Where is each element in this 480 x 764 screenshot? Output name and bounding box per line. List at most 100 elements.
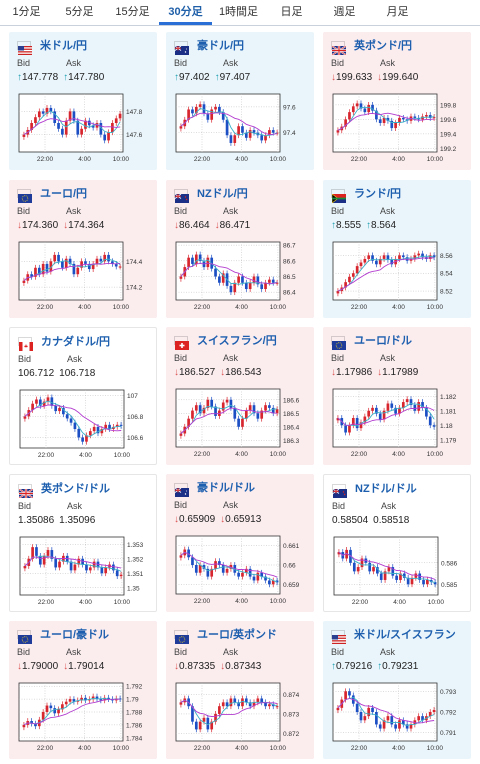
rate-card[interactable]: 豪ドル/ドル Bid Ask ↓0.65909 ↓0.65913 0.661 0.66 0.6…	[166, 474, 314, 612]
tab-timeframe[interactable]: 1分足	[12, 6, 41, 18]
card-title[interactable]: ユーロ/英ポンド	[174, 627, 278, 644]
rate-card[interactable]: ユーロ/円 Bid Ask ↓174.360 ↓174.364 174.4 174.2 22:…	[9, 180, 157, 318]
mini-chart[interactable]: 1.182 1.181 1.18 1.179 22:00 4:00 10:00	[331, 385, 465, 461]
currency-pair-name[interactable]: 米ドル/円	[40, 40, 88, 52]
chart-svg: 174.4 174.2 22:00 4:00 10:00	[18, 241, 143, 311]
candle-body	[390, 716, 394, 725]
candle-body	[268, 704, 271, 707]
mini-chart[interactable]: 174.4 174.2 22:00 4:00 10:00	[17, 238, 151, 314]
tab-timeframe[interactable]: 週足	[333, 6, 356, 18]
mini-chart[interactable]: 0.793 0.792 0.791 22:00 4:00 10:00	[331, 679, 465, 755]
currency-pair-name[interactable]: 英ポンド/円	[354, 40, 413, 52]
rate-card[interactable]: スイスフラン/円 Bid Ask ↓186.527 ↓186.543 186.6 186.5…	[166, 327, 314, 465]
mini-chart[interactable]: 0.661 0.66 0.659 22:00 4:00 10:00	[174, 532, 308, 608]
mini-chart[interactable]: 86.7 86.6 86.5 86.4 22:00 4:00 10:00	[174, 238, 308, 314]
card-title[interactable]: NZドル/円	[174, 186, 248, 203]
flag-icon	[174, 629, 189, 644]
tab-timeframe[interactable]: 1時間足	[218, 6, 259, 18]
rate-card[interactable]: 米ドル/スイスフラン Bid Ask ↑0.79216 ↑0.79231 0.793 0.7…	[323, 621, 471, 759]
card-title[interactable]: ランド/円	[331, 186, 402, 204]
currency-pair-name[interactable]: ランド/円	[354, 188, 402, 200]
tab-timeframe[interactable]: 月足	[386, 6, 409, 18]
mini-chart[interactable]: 0.586 0.585 22:00 4:00 10:00	[332, 533, 466, 609]
candle-body	[191, 557, 194, 565]
candle-body	[179, 555, 183, 558]
currency-pair-name[interactable]: ユーロ/ドル	[354, 335, 413, 347]
currency-pair-name[interactable]: NZドル/円	[197, 188, 248, 200]
mini-chart[interactable]: 199.8 199.6 199.4 199.2 22:00 4:00 10:00	[331, 90, 465, 166]
tab-timeframe[interactable]: 日足	[280, 6, 303, 18]
candle-body	[214, 406, 217, 416]
x-tick-label: 22:00	[351, 451, 368, 458]
currency-pair-name[interactable]: 豪ドル/円	[197, 40, 245, 52]
rate-card[interactable]: ランド/円 Bid Ask ↑8.555 ↑8.564 8.56 8.54 8.52 22:00…	[323, 180, 471, 318]
candle-body	[241, 418, 244, 427]
ma-fast-line	[338, 551, 436, 584]
currency-pair-name[interactable]: 豪ドル/ドル	[197, 482, 256, 494]
card-title[interactable]: 米ドル/スイスフラン	[331, 627, 456, 644]
candle-body	[45, 107, 49, 114]
tab-timeframe[interactable]: 5分足	[65, 6, 94, 18]
currency-pair-name[interactable]: 米ドル/スイスフラン	[354, 629, 456, 641]
candle-body	[73, 564, 77, 571]
candle-body	[45, 705, 49, 712]
mini-chart[interactable]: 8.56 8.54 8.52 22:00 4:00 10:00	[331, 238, 465, 314]
card-title[interactable]: 英ポンド/円	[331, 38, 413, 56]
candle-body	[214, 561, 217, 569]
candle-body	[112, 564, 115, 571]
candle-body	[367, 410, 371, 417]
currency-pair-name[interactable]: カナダドル/円	[41, 336, 111, 348]
rate-card[interactable]: 英ポンド/円 Bid Ask ↓199.633 ↓199.640 199.8 199.6 19…	[323, 32, 471, 170]
ma-slow-line	[23, 118, 121, 135]
candle-body	[348, 425, 351, 433]
mini-chart[interactable]: 97.6 97.4 22:00 4:00 10:00	[174, 90, 308, 166]
y-tick-label: 106.8	[127, 414, 144, 421]
card-title[interactable]: ユーロ/豪ドル	[17, 627, 110, 644]
mini-chart[interactable]: 147.8 147.6 22:00 4:00 10:00	[17, 90, 151, 166]
currency-pair-name[interactable]: ユーロ/円	[40, 188, 88, 200]
candle-body	[348, 112, 351, 120]
rate-card[interactable]: 米ドル/円 Bid Ask ↑147.778 ↑147.780 147.8 147.6 22:…	[9, 32, 157, 170]
candle-body	[22, 280, 26, 283]
tab-timeframe[interactable]: 15分足	[115, 6, 150, 18]
rate-card[interactable]: 英ポンド/ドル Bid Ask 1.35086 1.35096 1.353 1.352 1.3…	[9, 474, 157, 612]
currency-pair-name[interactable]: ユーロ/豪ドル	[40, 629, 110, 641]
rate-card[interactable]: NZドル/円 Bid Ask ↓86.464 ↓86.471 86.7 86.6 86.5 86…	[166, 180, 314, 318]
rate-card[interactable]: ユーロ/ドル Bid Ask ↓1.17986 ↓1.17989 1.182 1.181 1.…	[323, 327, 471, 465]
tab-timeframe[interactable]: 30分足	[159, 0, 212, 25]
card-title[interactable]: 英ポンド/ドル	[18, 481, 111, 499]
mini-chart[interactable]: 186.6 186.5 186.4 186.3 22:00 4:00 10:00	[174, 385, 308, 461]
card-title[interactable]: NZドル/ドル	[332, 481, 417, 498]
mini-chart[interactable]: 107 106.8 106.6 22:00 4:00 10:00	[18, 386, 152, 462]
card-title[interactable]: 米ドル/円	[17, 38, 88, 55]
candle-body	[244, 568, 248, 573]
rate-card[interactable]: 豪ドル/円 Bid Ask ↑97.402 ↑97.407 97.6 97.4 22:00 4:…	[166, 32, 314, 170]
rate-card[interactable]: NZドル/ドル Bid Ask 0.58504 0.58518 0.586 0.585 22:…	[323, 474, 471, 612]
candle-body	[432, 709, 436, 712]
candle-body	[104, 567, 108, 574]
card-title[interactable]: 豪ドル/円	[174, 38, 245, 55]
candle-body	[421, 253, 424, 258]
currency-pair-name[interactable]: 英ポンド/ドル	[41, 483, 111, 495]
candle-body	[57, 254, 60, 262]
card-title[interactable]: 豪ドル/ドル	[174, 480, 256, 497]
mini-chart[interactable]: 0.874 0.873 0.872 22:00 4:00 10:00	[174, 679, 308, 755]
currency-pair-name[interactable]: NZドル/ドル	[355, 483, 417, 495]
mini-chart[interactable]: 1.353 1.352 1.351 1.35 22:00 4:00 10:00	[18, 533, 152, 609]
rate-card[interactable]: カナダドル/円 Bid Ask 106.712 106.718 107 106.8 106.6…	[9, 327, 157, 465]
mini-chart[interactable]: 1.792 1.79 1.788 1.786 1.784 22:00 4:00 10:00	[17, 679, 151, 755]
card-title[interactable]: カナダドル/円	[18, 334, 111, 351]
candle-body	[88, 567, 92, 571]
candle-body	[187, 257, 190, 268]
y-tick-label: 0.66	[283, 563, 296, 570]
y-tick-label: 199.4	[440, 131, 457, 138]
currency-pair-name[interactable]: スイスフラン/円	[197, 335, 277, 347]
rate-card[interactable]: ユーロ/豪ドル Bid Ask ↓1.79000 ↓1.79014 1.792 1.79 1.…	[9, 621, 157, 759]
card-title[interactable]: ユーロ/円	[17, 186, 88, 203]
card-title[interactable]: ユーロ/ドル	[331, 333, 413, 350]
currency-pair-name[interactable]: ユーロ/英ポンド	[197, 629, 278, 641]
rate-card[interactable]: ユーロ/英ポンド Bid Ask ↓0.87335 ↓0.87343 0.874 0.873…	[166, 621, 314, 759]
y-tick-label: 8.56	[440, 253, 453, 260]
x-tick-label: 10:00	[113, 156, 130, 163]
card-title[interactable]: スイスフラン/円	[174, 333, 277, 350]
